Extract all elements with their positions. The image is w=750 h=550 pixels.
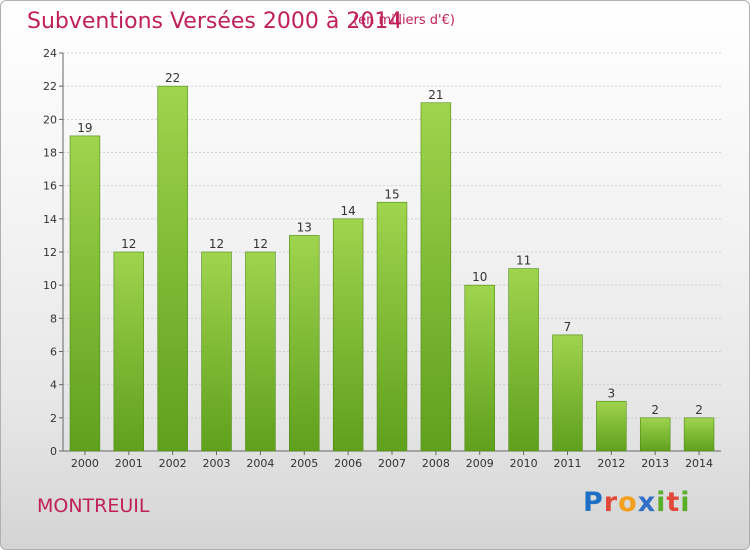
data-label: 2 xyxy=(651,403,659,417)
bar-2007 xyxy=(376,201,408,452)
bars xyxy=(69,85,715,452)
y-tick-label: 2 xyxy=(50,412,57,425)
data-label: 14 xyxy=(340,204,355,218)
data-label: 22 xyxy=(165,71,180,85)
data-label: 21 xyxy=(428,88,443,102)
chart-subtitle: (en milliers d'€) xyxy=(353,13,455,28)
bar-2005 xyxy=(289,235,320,452)
data-label: 15 xyxy=(384,187,399,201)
bar-2011 xyxy=(552,334,583,452)
data-label: 12 xyxy=(209,237,224,251)
bar-2013 xyxy=(639,417,671,452)
y-tick-label: 8 xyxy=(50,312,57,325)
bar-2009 xyxy=(464,284,495,452)
x-tick-label: 2000 xyxy=(71,457,99,470)
y-tick-label: 12 xyxy=(43,246,57,259)
x-tick-label: 2001 xyxy=(115,457,143,470)
x-tick-label: 2008 xyxy=(422,457,450,470)
data-label: 13 xyxy=(297,220,312,234)
proxiti-logo[interactable]: Proxiti xyxy=(583,487,691,518)
commune-name: MONTREUIL xyxy=(37,495,150,517)
x-tick-label: 2012 xyxy=(597,457,625,470)
bar-2004 xyxy=(245,251,276,452)
x-tick-label: 2014 xyxy=(685,457,713,470)
data-label: 2 xyxy=(695,403,703,417)
x-tick-label: 2009 xyxy=(466,457,494,470)
bar-2006 xyxy=(332,218,364,452)
data-label: 12 xyxy=(253,237,268,251)
y-tick-label: 6 xyxy=(50,346,57,359)
chart-title: Subventions Versées 2000 à 2014 xyxy=(27,9,403,34)
data-label: 12 xyxy=(121,237,136,251)
bar-2008 xyxy=(420,102,452,452)
y-tick-label: 22 xyxy=(43,80,57,93)
y-tick-label: 24 xyxy=(43,47,57,60)
y-tick-label: 14 xyxy=(43,213,57,226)
x-tick-label: 2002 xyxy=(159,457,187,470)
y-tick-label: 18 xyxy=(43,147,57,160)
bar-2002 xyxy=(157,85,188,452)
x-tick-label: 2011 xyxy=(553,457,581,470)
bar-2014 xyxy=(683,417,715,452)
y-tick-label: 16 xyxy=(43,180,57,193)
y-tick-label: 4 xyxy=(50,379,57,392)
bar-2001 xyxy=(113,251,145,452)
bar-2010 xyxy=(508,268,539,452)
x-tick-label: 2003 xyxy=(203,457,231,470)
data-label: 10 xyxy=(472,270,487,284)
bar-2000 xyxy=(69,135,101,452)
y-tick-label: 10 xyxy=(43,279,57,292)
data-label: 3 xyxy=(608,386,616,400)
data-label: 7 xyxy=(564,320,572,334)
x-tick-label: 2005 xyxy=(290,457,318,470)
y-tick-label: 20 xyxy=(43,113,57,126)
data-label: 19 xyxy=(77,121,92,135)
x-tick-label: 2013 xyxy=(641,457,669,470)
x-tick-label: 2006 xyxy=(334,457,362,470)
x-tick-label: 2004 xyxy=(246,457,274,470)
y-tick-label: 0 xyxy=(50,445,57,458)
x-tick-label: 2007 xyxy=(378,457,406,470)
bar-2012 xyxy=(596,400,627,452)
x-tick-label: 2010 xyxy=(510,457,538,470)
data-label: 11 xyxy=(516,254,531,268)
bar-2003 xyxy=(201,251,232,452)
